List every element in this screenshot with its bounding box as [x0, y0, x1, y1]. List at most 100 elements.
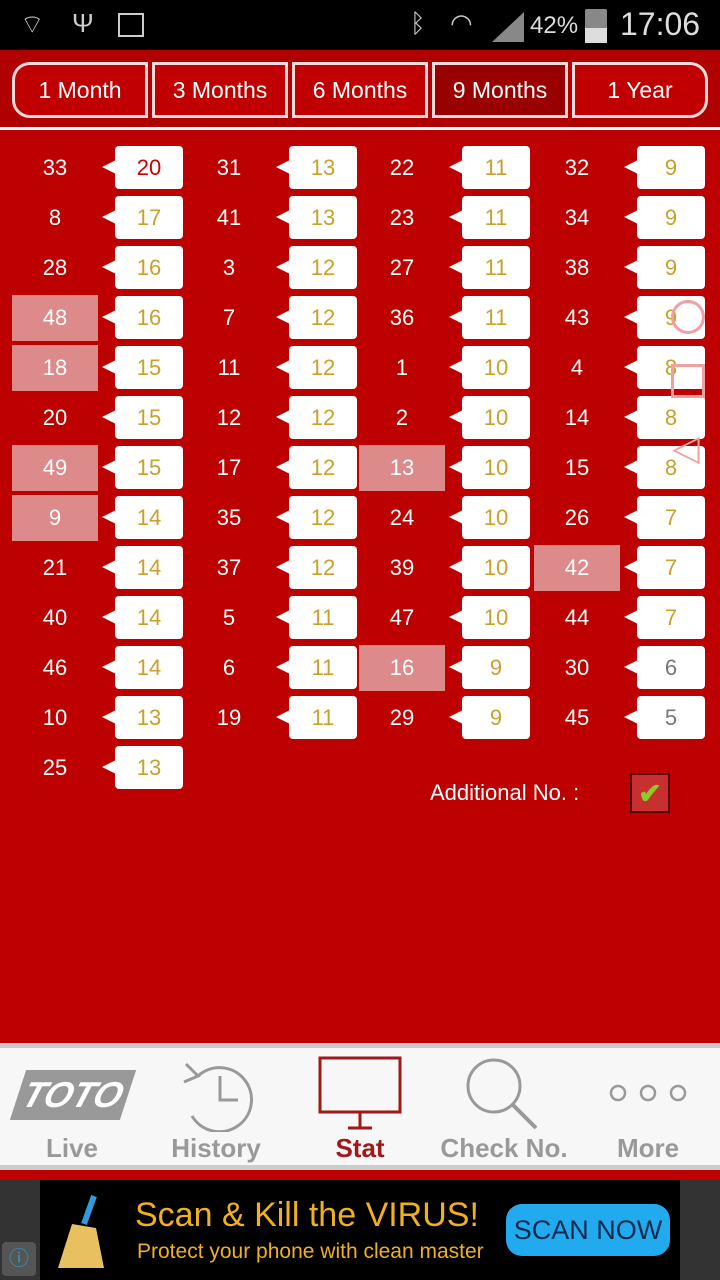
- lottery-number: 15: [564, 455, 590, 480]
- frequency-count-bubble: 17: [102, 196, 183, 239]
- wifi-icon: ◠: [450, 8, 473, 38]
- frequency-count-bubble: 11: [276, 696, 357, 739]
- frequency-count-bubble: 9: [624, 146, 705, 189]
- frequency-count-bubble: 11: [449, 146, 530, 189]
- additional-number-checkbox[interactable]: ✔: [630, 773, 670, 813]
- frequency-count-bubble: 12: [276, 496, 357, 539]
- image-icon: [118, 13, 144, 37]
- frequency-count-bubble: 12: [276, 346, 357, 389]
- frequency-count-bubble: 10: [449, 396, 530, 439]
- frequency-grid: 33 20 8 17 28 16 48 16 18 15 20 15 49 15 9 14 21 14 40 14 46…: [0, 133, 720, 1043]
- lottery-number: 24: [389, 505, 415, 530]
- signal-icon: [492, 12, 524, 42]
- lottery-number: 36: [389, 305, 415, 330]
- ad-headline: Scan & Kill the VIRUS!: [135, 1196, 479, 1234]
- frequency-count-bubble: 11: [449, 196, 530, 239]
- ad-content[interactable]: Scan & Kill the VIRUS! Protect your phon…: [40, 1180, 680, 1280]
- nav-check-no[interactable]: Check No.: [432, 1048, 576, 1168]
- frequency-count-bubble: 12: [276, 246, 357, 289]
- frequency-count-bubble: 7: [624, 496, 705, 539]
- checkmark-icon: ✔: [638, 777, 662, 809]
- lottery-number: 29: [389, 705, 415, 730]
- frequency-count-bubble: 14: [102, 496, 183, 539]
- frequency-count-bubble: 12: [276, 446, 357, 489]
- frequency-count-bubble: 12: [276, 396, 357, 439]
- lottery-number: 3: [222, 255, 236, 280]
- clock: 17:06: [620, 6, 701, 42]
- lottery-number: 1: [395, 355, 409, 380]
- overlay-circle-icon[interactable]: [671, 300, 705, 334]
- frequency-count-bubble: 6: [624, 646, 705, 689]
- frequency-count-bubble: 7: [624, 596, 705, 639]
- lottery-number: 26: [564, 505, 590, 530]
- wifi-question-icon: ⌔: [20, 9, 45, 39]
- lottery-number: 4: [570, 355, 584, 380]
- frequency-count-bubble: 10: [449, 496, 530, 539]
- nav-label: Check No.: [440, 1133, 568, 1163]
- lottery-number: 23: [389, 205, 415, 230]
- nav-more[interactable]: More: [576, 1048, 720, 1168]
- lottery-number: 19: [216, 705, 242, 730]
- tab-1-month[interactable]: 1 Month: [12, 62, 148, 118]
- bluetooth-icon: ᛒ: [410, 8, 426, 38]
- ad-info-icon[interactable]: ⓘ: [2, 1242, 36, 1276]
- tab-3-months[interactable]: 3 Months: [152, 62, 288, 118]
- frequency-count-bubble: 10: [449, 546, 530, 589]
- tab-6-months[interactable]: 6 Months: [292, 62, 428, 118]
- nav-label: More: [616, 1133, 680, 1163]
- lottery-number: 33: [42, 155, 68, 180]
- scan-now-button[interactable]: SCAN NOW: [506, 1204, 670, 1256]
- lottery-number: 9: [12, 495, 98, 541]
- frequency-count-bubble: 15: [102, 396, 183, 439]
- lottery-number: 32: [564, 155, 590, 180]
- nav-live[interactable]: TOTO Live: [0, 1048, 144, 1168]
- tab-1-year[interactable]: 1 Year: [572, 62, 708, 118]
- lottery-number: 20: [42, 405, 68, 430]
- frequency-count-bubble: 15: [102, 446, 183, 489]
- lottery-number: 28: [42, 255, 68, 280]
- frequency-count-bubble: 16: [102, 246, 183, 289]
- lottery-number: 12: [216, 405, 242, 430]
- lottery-number: 31: [216, 155, 242, 180]
- more-dots-icon: [609, 1084, 687, 1102]
- battery-percent: 42%: [530, 12, 579, 39]
- frequency-count-bubble: 16: [102, 296, 183, 339]
- frequency-count-bubble: 11: [449, 246, 530, 289]
- lottery-number: 22: [389, 155, 415, 180]
- lottery-number: 44: [564, 605, 590, 630]
- frequency-count-bubble: 9: [449, 696, 530, 739]
- frequency-count-bubble: 7: [624, 546, 705, 589]
- lottery-number: 41: [216, 205, 242, 230]
- tab-9-months[interactable]: 9 Months: [432, 62, 568, 118]
- lottery-number: 21: [42, 555, 68, 580]
- lottery-number: 16: [359, 645, 445, 691]
- lottery-number: 27: [389, 255, 415, 280]
- lottery-number: 48: [12, 295, 98, 341]
- lottery-number: 35: [216, 505, 242, 530]
- frequency-count-bubble: 11: [449, 296, 530, 339]
- frequency-count-bubble: 8: [624, 396, 705, 439]
- frequency-count-bubble: 13: [276, 146, 357, 189]
- lottery-number: 5: [222, 605, 236, 630]
- lottery-number: 39: [389, 555, 415, 580]
- period-tabs: 1 Month 3 Months 6 Months 9 Months 1 Yea…: [0, 50, 720, 130]
- lottery-number: 37: [216, 555, 242, 580]
- nav-history[interactable]: History: [144, 1048, 288, 1168]
- frequency-count-bubble: 11: [276, 646, 357, 689]
- ad-subline: Protect your phone with clean master: [137, 1240, 484, 1263]
- lottery-number: 38: [564, 255, 590, 280]
- overlay-square-icon[interactable]: [671, 364, 705, 398]
- nav-label: History: [171, 1133, 261, 1163]
- nav-stat[interactable]: Stat: [288, 1048, 432, 1168]
- ad-banner[interactable]: ⓘ Scan & Kill the VIRUS! Protect your ph…: [0, 1180, 720, 1280]
- frequency-count-bubble: 9: [624, 196, 705, 239]
- frequency-count-bubble: 13: [276, 196, 357, 239]
- usb-icon: Ψ: [72, 8, 94, 38]
- frequency-count-bubble: 8: [624, 446, 705, 489]
- overlay-back-icon[interactable]: ◁: [672, 427, 700, 468]
- lottery-number: 47: [389, 605, 415, 630]
- battery-charging-icon: [585, 9, 607, 43]
- search-icon: [466, 1058, 538, 1130]
- lottery-number: 17: [216, 455, 242, 480]
- divider: [0, 1170, 720, 1180]
